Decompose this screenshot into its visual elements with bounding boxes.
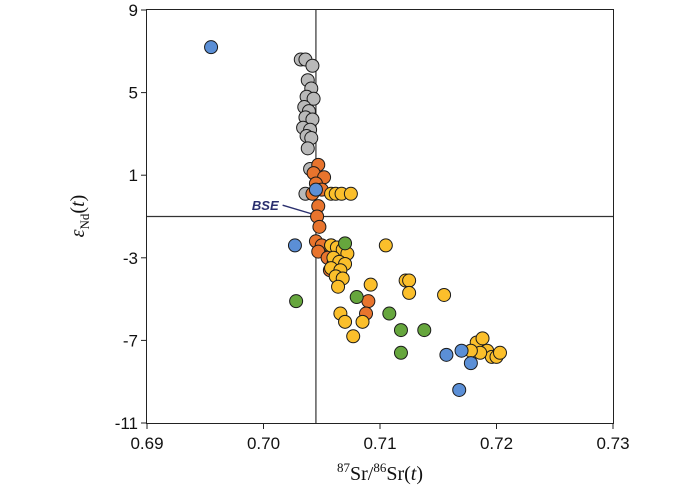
data-point-series-3 [363,277,378,292]
data-point-series-4 [382,306,397,321]
axis-ticks [141,9,614,429]
data-point-series-4 [289,294,304,309]
data-point-series-3 [402,273,417,288]
y-tick-label: -3 [123,249,138,268]
x-tick-label: 0.72 [480,434,513,453]
data-point-series-5 [454,343,469,358]
x-tick-label: 0.70 [247,434,280,453]
x-axis-title: 87Sr/86Sr(t) [337,460,423,485]
x-tick-label: 0.71 [363,434,396,453]
data-point-series-1 [306,91,321,106]
data-point-series-2 [361,294,376,309]
data-point-series-4 [393,323,408,338]
data-point-series-4 [417,323,432,338]
data-point-series-5 [204,40,219,55]
data-point-series-5 [439,347,454,362]
data-point-series-1 [305,58,320,73]
data-points [204,40,507,397]
data-point-series-4 [349,290,364,305]
data-point-series-3 [475,331,490,346]
y-tick-label: -11 [115,414,138,433]
x-tick-label: 0.73 [596,434,629,453]
data-point-series-3 [492,345,507,360]
data-point-series-2 [312,219,327,234]
data-point-series-5 [452,382,467,397]
data-point-series-3 [437,287,452,302]
data-point-series-5 [287,238,302,253]
y-tick-label: 9 [129,1,138,20]
y-tick-label: -7 [123,331,138,350]
data-point-series-5 [308,182,323,197]
bse-annotation: BSE [252,198,279,213]
data-point-series-4 [393,345,408,360]
data-point-series-3 [402,285,417,300]
x-tick-label: 0.69 [130,434,163,453]
data-point-series-3 [331,279,346,294]
y-axis-title: εNd(t) [67,195,92,238]
y-tick-label: 1 [129,166,138,185]
data-point-series-1 [300,141,315,156]
data-point-series-5 [463,356,478,371]
bse-leader-line [282,204,315,216]
data-point-series-3 [378,238,393,253]
y-tick-label: 5 [129,84,138,103]
data-point-series-3 [343,186,358,201]
data-point-series-3 [338,314,353,329]
axis-tick-labels: 0.69 0.70 0.71 0.72 0.73 9 5 1 -3 -7 -11 [115,1,630,453]
data-point-series-4 [338,236,353,251]
data-point-series-3 [346,329,361,344]
data-point-series-3 [355,314,370,329]
